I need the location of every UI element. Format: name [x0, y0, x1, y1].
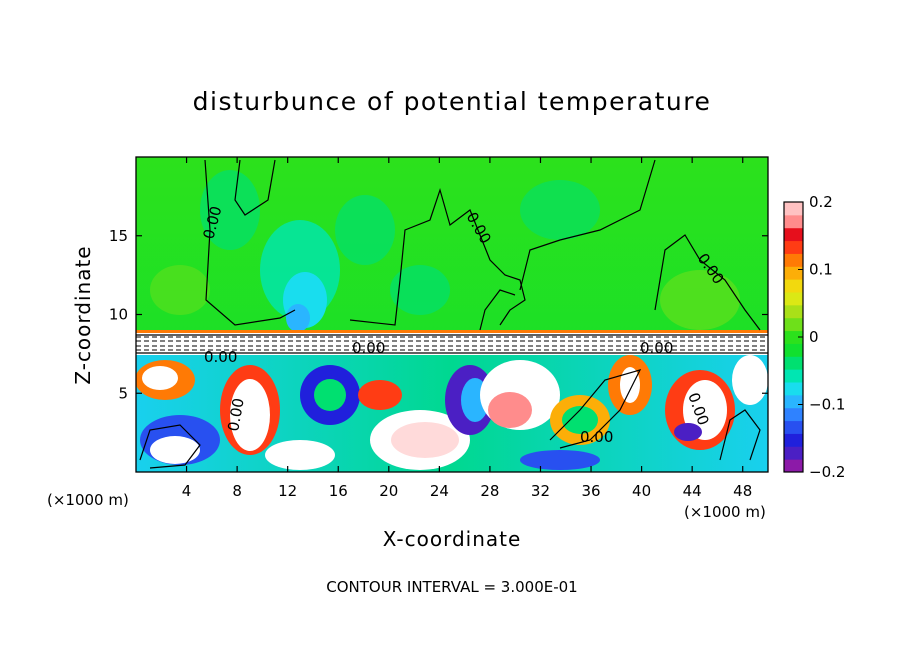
plot-area: [136, 157, 768, 472]
x-axis-title: X-coordinate: [383, 527, 522, 551]
x-tick-label: 24: [430, 482, 449, 500]
colorbar-swatch: [784, 317, 803, 332]
colorbar-swatch: [784, 407, 803, 422]
contour-label: 0.00: [204, 348, 237, 366]
contour-interval-note: CONTOUR INTERVAL = 3.000E-01: [326, 578, 577, 596]
colorbar-swatch: [784, 459, 803, 473]
x-axis-ticks: 4 8 12 16 20 24 28 32 36 40 44 48: [182, 157, 752, 500]
x-tick-label: 28: [480, 482, 499, 500]
colorbar-tick-label: 0.2: [809, 193, 833, 211]
colorbar-swatch: [784, 253, 803, 267]
colorbar-tick-label: 0.1: [809, 261, 833, 279]
upper-field: [150, 170, 740, 332]
x-tick-label: 40: [632, 482, 651, 500]
colorbar-swatch: [784, 214, 803, 229]
colorbar-tick-label: −0.2: [809, 463, 845, 481]
colorbar-swatch: [784, 420, 803, 434]
x-tick-label: 8: [232, 482, 242, 500]
contour-label: 0.00: [640, 339, 673, 357]
x-tick-label: 12: [278, 482, 297, 500]
colorbar-swatch: [784, 266, 803, 280]
colorbar-swatch: [784, 382, 803, 396]
colorbar-swatch: [784, 292, 803, 306]
x-tick-label: 4: [182, 482, 192, 500]
x-tick-label: 44: [683, 482, 702, 500]
x-axis-unit-right: (×1000 m): [684, 503, 766, 521]
colorbar-swatch: [784, 202, 803, 216]
colorbar-swatch: [784, 433, 803, 447]
colorbar-ticks: 0.2 0.1 0 −0.1 −0.2: [798, 193, 845, 481]
stable-layer: [136, 330, 768, 355]
colorbar-tick-label: −0.1: [809, 396, 845, 414]
y-axis-title: Z-coordinate: [71, 245, 95, 384]
colorbar-swatch: [784, 446, 803, 460]
contour-label: 0.00: [224, 397, 248, 433]
colorbar-swatch: [784, 343, 803, 357]
colorbar-swatch: [784, 330, 803, 344]
x-tick-label: 48: [733, 482, 752, 500]
colorbar-swatch: [784, 279, 803, 293]
contour-label: 0.00: [352, 339, 385, 357]
contour-lines: [139, 159, 761, 469]
x-tick-label: 36: [581, 482, 600, 500]
chart-title: disturbunce of potential temperature: [193, 87, 712, 116]
colorbar-swatch: [784, 369, 803, 383]
colorbar-swatch: [784, 240, 803, 254]
x-tick-label: 32: [531, 482, 550, 500]
y-tick-label: 10: [109, 306, 128, 324]
contour-label: 0.00: [580, 428, 613, 446]
y-tick-label: 5: [118, 384, 128, 402]
y-axis-ticks: 5 10 15: [109, 227, 768, 402]
colorbar-tick-label: 0: [809, 328, 819, 346]
colorbar-swatch: [784, 394, 803, 409]
x-axis-unit-left: (×1000 m): [47, 491, 129, 509]
colorbar-swatch: [784, 356, 803, 370]
x-tick-label: 16: [329, 482, 348, 500]
colorbar-swatch: [784, 304, 803, 319]
x-tick-label: 20: [379, 482, 398, 500]
lower-field: [136, 355, 768, 472]
y-tick-label: 15: [109, 227, 128, 245]
colorbar-swatch: [784, 227, 803, 242]
